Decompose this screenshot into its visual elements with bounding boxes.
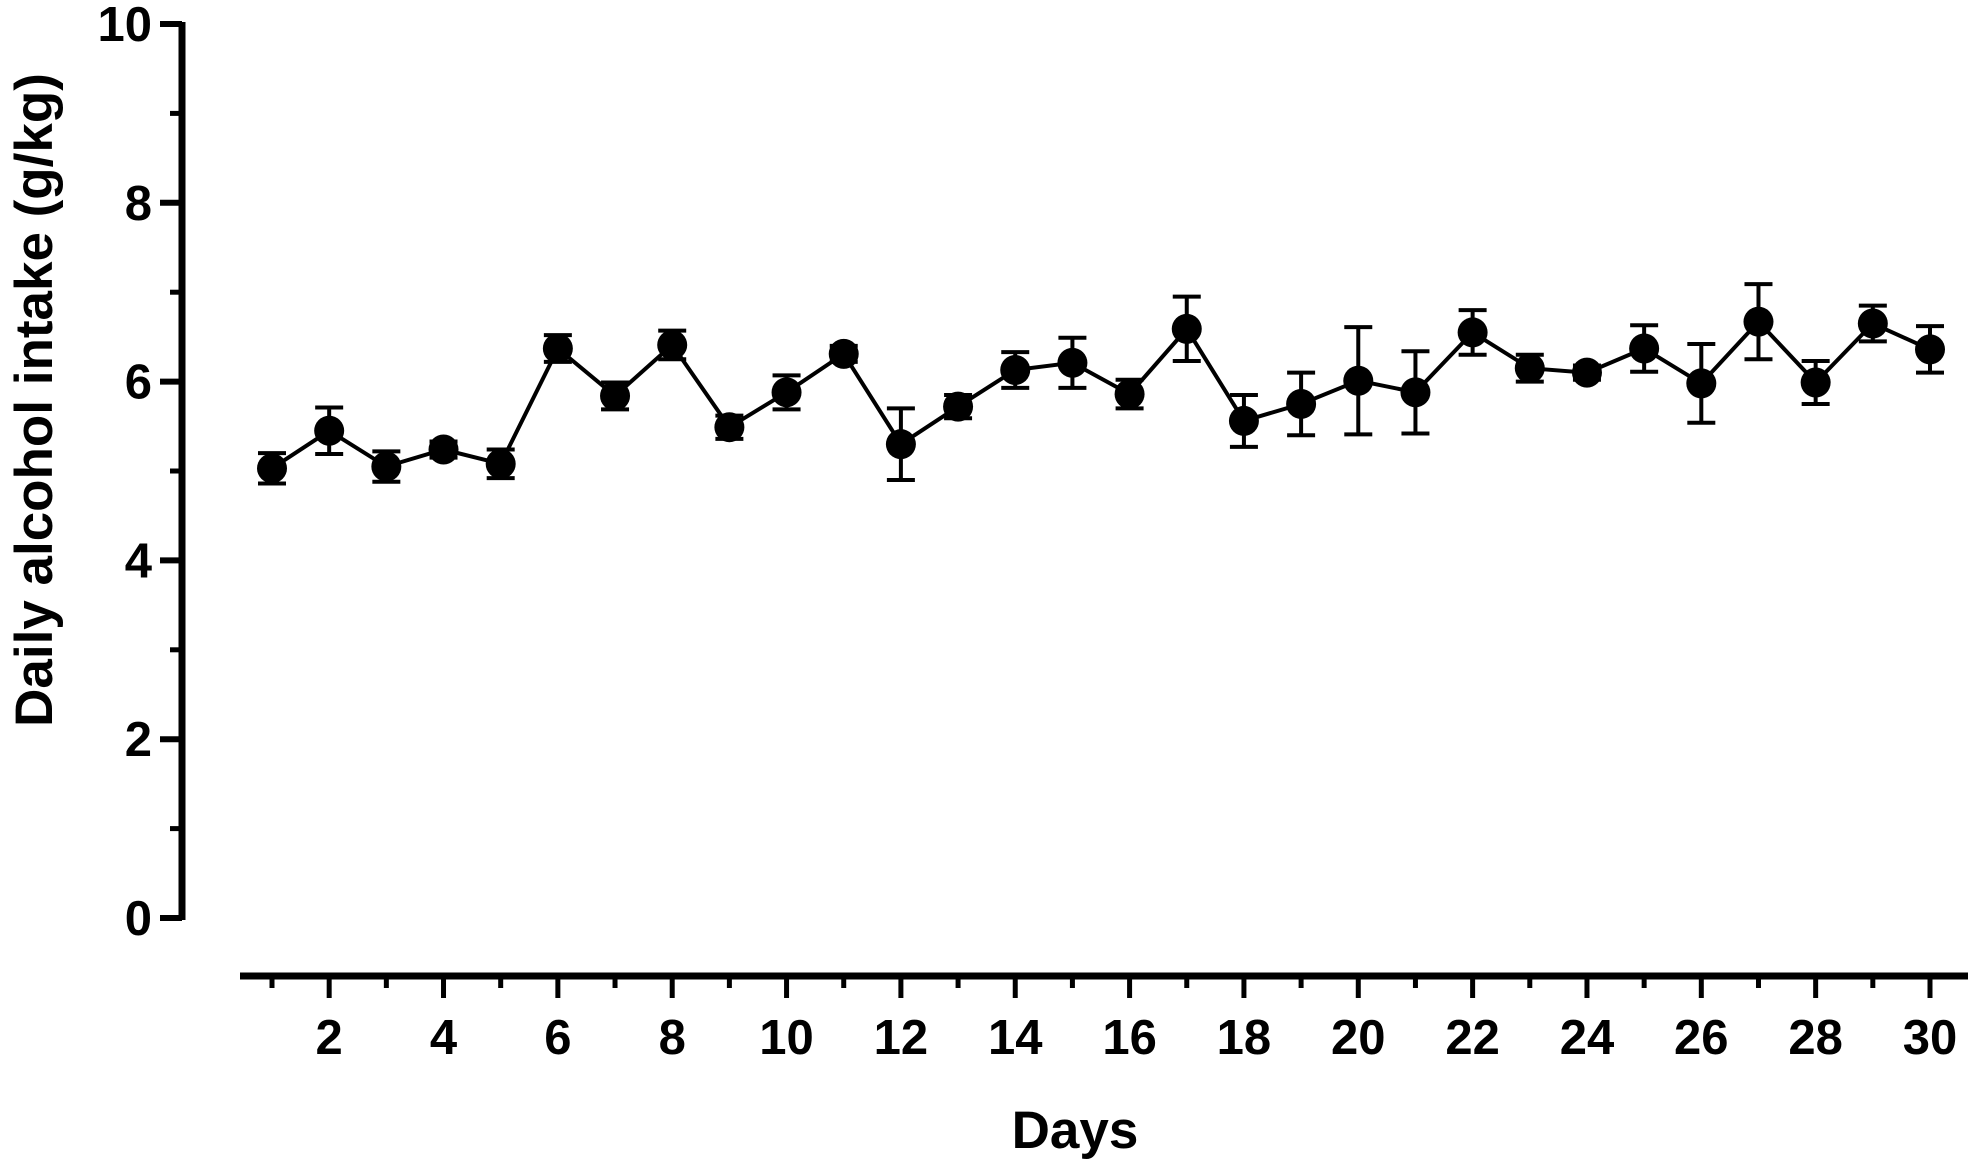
- x-tick-label: 20: [1331, 1011, 1386, 1065]
- y-tick-label: 2: [125, 713, 152, 767]
- data-point: [657, 329, 688, 360]
- y-tick-label: 6: [125, 356, 152, 410]
- data-point: [771, 377, 802, 408]
- x-tick-label: 4: [430, 1011, 457, 1065]
- x-tick-label: 22: [1445, 1011, 1500, 1065]
- data-point: [1114, 379, 1145, 410]
- data-point: [714, 412, 745, 443]
- y-tick-label: 4: [125, 534, 152, 588]
- x-tick-label: 2: [316, 1011, 343, 1065]
- x-tick-label: 10: [759, 1011, 814, 1065]
- y-axis: 0 2 4 6 8 10: [97, 0, 186, 946]
- x-tick-label: 14: [988, 1011, 1043, 1065]
- data-point: [1343, 365, 1374, 396]
- data-point: [828, 338, 859, 369]
- data-point: [542, 333, 573, 364]
- data-point: [1228, 405, 1259, 436]
- data-point: [1686, 368, 1717, 399]
- data-point: [1000, 354, 1031, 385]
- data-point: [600, 380, 631, 411]
- x-tick-label: 6: [544, 1011, 571, 1065]
- data-point: [1743, 306, 1774, 337]
- x-tick-label: 16: [1102, 1011, 1157, 1065]
- data-point: [485, 448, 516, 479]
- series-line: [270, 318, 1931, 470]
- data-point: [1457, 317, 1488, 348]
- data-point: [1514, 353, 1545, 384]
- data-point: [1057, 347, 1088, 378]
- data-point: [1800, 367, 1831, 398]
- y-tick-label: 10: [97, 0, 152, 52]
- y-tick-label: 8: [125, 177, 152, 231]
- x-axis: 2 4 6 8 10 12 14 16 18 20 22 24 26 28 30: [240, 972, 1968, 1065]
- data-point: [257, 453, 287, 484]
- x-tick-label: 8: [659, 1011, 686, 1065]
- data-point: [314, 415, 345, 446]
- x-tick-label: 12: [874, 1011, 929, 1065]
- x-tick-label: 26: [1674, 1011, 1729, 1065]
- data-point: [371, 451, 402, 482]
- x-tick-label: 24: [1560, 1011, 1615, 1065]
- x-axis-title: Days: [1012, 1101, 1139, 1160]
- x-tick-label: 18: [1217, 1011, 1272, 1065]
- data-point: [1286, 388, 1317, 419]
- data-point: [1857, 308, 1888, 339]
- x-tick-label: 30: [1903, 1011, 1958, 1065]
- x-tick-label: 28: [1788, 1011, 1843, 1065]
- y-axis-title: Daily alcohol intake (g/kg): [5, 73, 64, 727]
- data-point: [943, 391, 974, 422]
- data-point: [1171, 313, 1202, 344]
- data-point: [1400, 377, 1431, 408]
- data-point: [428, 434, 459, 465]
- data-point: [1629, 333, 1660, 364]
- y-tick-label: 0: [125, 892, 152, 946]
- data-point: [1571, 357, 1602, 388]
- data-point: [1915, 334, 1945, 365]
- plot-area: [257, 282, 1945, 486]
- data-point: [885, 429, 916, 460]
